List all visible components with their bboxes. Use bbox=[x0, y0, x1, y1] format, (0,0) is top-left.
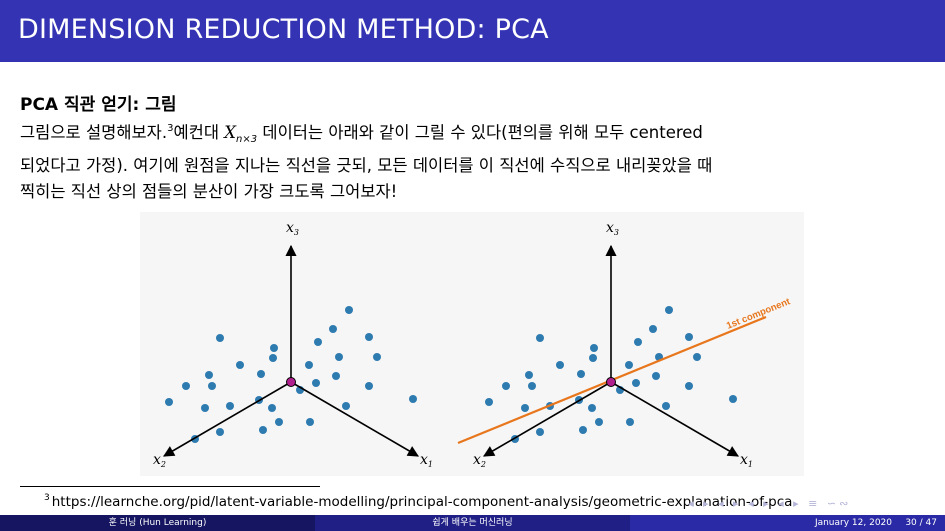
left-panel: x3 x1 x2 bbox=[153, 220, 433, 469]
data-point bbox=[729, 395, 737, 403]
data-point bbox=[626, 418, 634, 426]
body-line-1-b: 예컨대 bbox=[173, 123, 225, 142]
data-point bbox=[332, 372, 340, 380]
data-point bbox=[268, 404, 276, 412]
data-point bbox=[485, 398, 493, 406]
slide-footer: 훈 러닝 (Hun Learning) 쉽게 배우는 머신러닝 January … bbox=[0, 515, 945, 531]
footer-page-number: 30 / 47 bbox=[905, 518, 937, 528]
x1-label: x1 bbox=[740, 452, 753, 469]
data-point bbox=[589, 354, 597, 362]
data-point bbox=[649, 325, 657, 333]
data-point bbox=[662, 402, 670, 410]
data-point bbox=[632, 379, 640, 387]
footnote-number: 3 bbox=[44, 493, 50, 503]
origin-point bbox=[606, 377, 616, 387]
data-point bbox=[259, 426, 267, 434]
data-point bbox=[625, 361, 633, 369]
data-point bbox=[365, 333, 373, 341]
body-line-1-c: 데이터는 아래와 같이 그릴 수 있다(편의를 위해 모두 centered bbox=[257, 123, 703, 142]
data-point bbox=[693, 353, 701, 361]
data-point bbox=[373, 353, 381, 361]
x3-label: x3 bbox=[286, 220, 299, 237]
data-point bbox=[521, 404, 529, 412]
x1-label: x1 bbox=[420, 452, 433, 469]
data-point bbox=[525, 371, 533, 379]
data-point bbox=[536, 428, 544, 436]
footnote: 3 https://learnche.org/pid/latent-variabl… bbox=[44, 493, 792, 510]
body-line-2: 되었다고 가정). 여기에 원점을 지나는 직선을 긋되, 모든 데이터를 이 … bbox=[20, 156, 713, 175]
data-point bbox=[216, 428, 224, 436]
data-point bbox=[502, 382, 510, 390]
data-point bbox=[577, 370, 585, 378]
footnote-link[interactable]: https://learnche.org/pid/latent-variable… bbox=[51, 494, 793, 510]
data-point bbox=[305, 361, 313, 369]
data-point bbox=[216, 334, 224, 342]
data-point bbox=[226, 402, 234, 410]
footer-author: 훈 러닝 (Hun Learning) bbox=[0, 515, 315, 531]
footnote-rule bbox=[20, 486, 320, 487]
data-point bbox=[165, 398, 173, 406]
data-point bbox=[312, 379, 320, 387]
body-line-1-a: 그림으로 설명해보자. bbox=[20, 123, 168, 142]
body-line-1: 그림으로 설명해보자.3예컨대 Xn×3 데이터는 아래와 같이 그릴 수 있다… bbox=[20, 116, 930, 153]
data-point bbox=[345, 306, 353, 314]
data-point bbox=[342, 402, 350, 410]
data-point bbox=[528, 382, 536, 390]
data-point bbox=[685, 382, 693, 390]
right-points bbox=[485, 306, 737, 443]
x1-axis bbox=[290, 381, 419, 457]
pca-figure: x3 x1 x2 bbox=[140, 212, 804, 476]
data-point bbox=[409, 395, 417, 403]
data-point bbox=[182, 382, 190, 390]
data-point bbox=[665, 306, 673, 314]
data-point bbox=[275, 418, 283, 426]
data-point bbox=[236, 361, 244, 369]
data-point bbox=[685, 333, 693, 341]
footer-right: January 12, 2020 30 / 47 bbox=[630, 515, 945, 531]
math-subscript: n×3 bbox=[236, 134, 258, 145]
data-point bbox=[306, 418, 314, 426]
footer-course: 쉽게 배우는 머신러닝 bbox=[315, 515, 630, 531]
slide-header: DIMENSION REDUCTION METHOD: PCA bbox=[0, 0, 945, 62]
data-point bbox=[269, 354, 277, 362]
x2-label: x2 bbox=[473, 452, 486, 469]
data-point bbox=[579, 426, 587, 434]
data-point bbox=[634, 338, 642, 346]
data-point bbox=[556, 361, 564, 369]
data-point bbox=[314, 338, 322, 346]
slide-title: DIMENSION REDUCTION METHOD: PCA bbox=[18, 14, 549, 45]
footer-date: January 12, 2020 bbox=[814, 518, 892, 528]
x3-label: x3 bbox=[606, 220, 619, 237]
x2-axis bbox=[163, 381, 292, 457]
x2-label: x2 bbox=[153, 452, 166, 469]
origin-point bbox=[286, 377, 296, 387]
beamer-navigation-icons[interactable]: ◂ ▸ ◂ ▸ ◂ ▸ ◂ ▸ ≡ ∽∾ bbox=[688, 497, 852, 510]
body-paragraph: 그림으로 설명해보자.3예컨대 Xn×3 데이터는 아래와 같이 그릴 수 있다… bbox=[20, 116, 930, 205]
data-point bbox=[205, 371, 213, 379]
x2-axis bbox=[483, 381, 612, 457]
section-subtitle: PCA 직관 얻기: 그림 bbox=[20, 95, 177, 115]
data-point bbox=[270, 344, 278, 352]
data-point bbox=[536, 334, 544, 342]
data-point bbox=[329, 325, 337, 333]
figure-background bbox=[140, 212, 804, 476]
data-point bbox=[588, 404, 596, 412]
math-variable: X bbox=[224, 123, 237, 142]
data-point bbox=[652, 372, 660, 380]
data-point bbox=[590, 344, 598, 352]
data-point bbox=[365, 382, 373, 390]
data-point bbox=[335, 353, 343, 361]
data-point bbox=[201, 404, 209, 412]
data-point bbox=[595, 418, 603, 426]
data-point bbox=[257, 370, 265, 378]
x1-axis bbox=[610, 381, 739, 457]
body-line-3: 찍히는 직선 상의 점들의 분산이 가장 크도록 그어보자! bbox=[20, 182, 398, 201]
data-point bbox=[208, 382, 216, 390]
footnote-mark[interactable]: 3 bbox=[167, 123, 174, 134]
